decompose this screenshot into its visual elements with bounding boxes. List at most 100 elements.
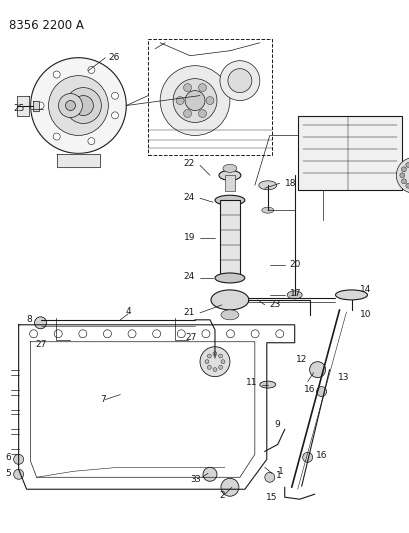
Circle shape: [177, 330, 185, 338]
Circle shape: [198, 84, 206, 92]
Circle shape: [29, 330, 38, 338]
Text: 4: 4: [125, 308, 130, 317]
Text: 3: 3: [194, 475, 200, 484]
Circle shape: [201, 330, 209, 338]
Text: 10: 10: [359, 310, 370, 319]
Text: 26: 26: [108, 53, 119, 62]
Circle shape: [128, 330, 136, 338]
Text: 6: 6: [5, 453, 11, 462]
Circle shape: [275, 330, 283, 338]
Circle shape: [176, 96, 184, 104]
Text: 8: 8: [27, 316, 32, 324]
Circle shape: [227, 69, 251, 93]
Text: 12: 12: [296, 355, 307, 364]
Circle shape: [198, 109, 206, 117]
Text: 21: 21: [183, 309, 195, 317]
Bar: [225, 175, 234, 191]
Bar: [297, 116, 401, 190]
Ellipse shape: [258, 181, 276, 190]
Circle shape: [264, 472, 274, 482]
Bar: [219, 200, 239, 275]
Text: 1: 1: [275, 471, 281, 480]
Circle shape: [53, 71, 60, 78]
Text: 7: 7: [100, 395, 106, 404]
Text: 24: 24: [183, 193, 195, 201]
Circle shape: [400, 167, 405, 172]
Circle shape: [65, 87, 101, 124]
Circle shape: [302, 453, 312, 462]
Circle shape: [103, 330, 111, 338]
Circle shape: [13, 454, 24, 464]
Text: 22: 22: [183, 159, 195, 168]
Circle shape: [152, 330, 160, 338]
Circle shape: [316, 386, 326, 397]
Circle shape: [396, 157, 409, 193]
Text: 13: 13: [337, 373, 348, 382]
Bar: [148, 39, 271, 156]
Circle shape: [207, 354, 211, 358]
Ellipse shape: [222, 164, 236, 172]
Ellipse shape: [220, 310, 238, 320]
Circle shape: [207, 365, 211, 369]
Circle shape: [111, 112, 118, 119]
Circle shape: [200, 347, 229, 377]
Circle shape: [73, 95, 93, 116]
Ellipse shape: [218, 171, 240, 180]
Circle shape: [212, 352, 216, 356]
Text: 11: 11: [246, 378, 257, 387]
Text: 16: 16: [303, 385, 315, 394]
Text: 19: 19: [183, 232, 195, 241]
Circle shape: [204, 360, 209, 364]
Circle shape: [88, 138, 94, 144]
Circle shape: [183, 84, 191, 92]
Circle shape: [65, 101, 75, 110]
Circle shape: [53, 133, 60, 140]
Ellipse shape: [259, 381, 275, 388]
Circle shape: [48, 76, 108, 135]
Ellipse shape: [335, 290, 366, 300]
Circle shape: [218, 365, 222, 369]
Circle shape: [183, 109, 191, 117]
Circle shape: [399, 173, 404, 178]
Text: 17: 17: [289, 289, 301, 298]
Polygon shape: [32, 101, 38, 110]
Polygon shape: [17, 95, 29, 116]
Ellipse shape: [287, 291, 301, 299]
Circle shape: [212, 368, 216, 372]
Text: 23: 23: [269, 301, 281, 309]
Text: 18: 18: [284, 179, 296, 188]
Ellipse shape: [261, 207, 273, 213]
Circle shape: [202, 467, 216, 481]
Circle shape: [88, 67, 94, 74]
Circle shape: [219, 61, 259, 101]
Text: 16: 16: [315, 451, 326, 460]
Circle shape: [220, 360, 225, 364]
Ellipse shape: [214, 195, 244, 205]
Circle shape: [220, 478, 238, 496]
Ellipse shape: [211, 290, 248, 310]
Circle shape: [226, 330, 234, 338]
Text: 1: 1: [277, 467, 283, 476]
Circle shape: [160, 66, 229, 135]
Text: 8356 2200 A: 8356 2200 A: [9, 19, 83, 32]
Text: 9: 9: [273, 420, 279, 429]
Text: 2: 2: [219, 491, 225, 500]
Circle shape: [37, 102, 44, 109]
Circle shape: [405, 183, 409, 188]
Text: 25: 25: [13, 104, 25, 113]
Polygon shape: [56, 155, 100, 167]
Circle shape: [58, 94, 82, 117]
Text: 24: 24: [183, 272, 195, 281]
Circle shape: [173, 79, 216, 123]
Circle shape: [205, 96, 213, 104]
Circle shape: [400, 179, 405, 184]
Circle shape: [218, 354, 222, 358]
Text: 27: 27: [184, 333, 196, 342]
Text: 3: 3: [190, 475, 196, 484]
Circle shape: [251, 330, 258, 338]
Circle shape: [13, 470, 24, 479]
Circle shape: [184, 91, 204, 110]
Text: 14: 14: [359, 285, 370, 294]
Text: 5: 5: [5, 469, 11, 478]
Bar: [148, 39, 271, 156]
